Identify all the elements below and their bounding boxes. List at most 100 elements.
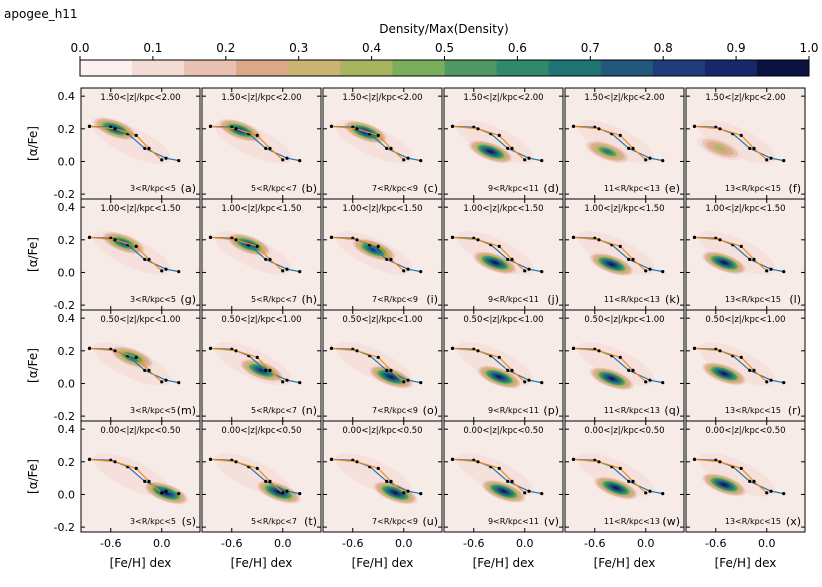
track-point	[298, 381, 302, 385]
track-point	[769, 267, 773, 271]
colorbar-tick-label: 0.7	[581, 41, 600, 55]
track-point	[648, 378, 652, 382]
colorbar-segment	[782, 60, 810, 76]
track-point	[255, 355, 259, 359]
r-range-label: 3<R/kpc<5	[130, 517, 176, 526]
x-tick-label: 0.0	[395, 537, 413, 550]
panel: 0.00<|z|/kpc<0.50 7<R/kpc<9 (u) -0.6 0.0 [Fe/…	[322, 420, 443, 570]
z-range-label: 0.00<|z|/kpc<0.50	[463, 426, 543, 436]
r-range-label: 9<R/kpc<11	[488, 184, 539, 193]
panel-label: (l)	[789, 293, 801, 306]
track-point	[540, 381, 544, 385]
track-point	[164, 156, 168, 160]
track-point	[147, 146, 151, 150]
panel-grid: 1.50<|z|/kpc<2.00 3<R/kpc<5 (a) 0.4 0.2 0.0 -0…	[26, 87, 806, 570]
panel-label: (e)	[665, 182, 680, 195]
track-point	[497, 133, 501, 137]
density-contour	[501, 490, 506, 493]
panel-label: (q)	[664, 404, 680, 417]
track-point	[571, 124, 576, 128]
track-point	[376, 355, 380, 359]
track-point	[739, 355, 743, 359]
panel-label: (c)	[423, 182, 438, 195]
z-range-label: 1.50<|z|/kpc<2.00	[342, 93, 422, 103]
x-tick-label: -0.6	[705, 537, 726, 550]
track-point	[406, 267, 410, 271]
track-point	[692, 457, 697, 461]
density-contour	[493, 261, 497, 264]
panel-label: (t)	[304, 515, 317, 528]
track-point	[255, 466, 259, 470]
panel-label: (s)	[182, 515, 196, 528]
track-point	[661, 270, 665, 274]
track-point	[268, 368, 272, 372]
colorbar-segment	[418, 60, 445, 76]
track-point	[540, 270, 544, 274]
track-point	[765, 380, 769, 384]
track-point	[160, 380, 164, 384]
panel: 1.00<|z|/kpc<1.50 5<R/kpc<7 (h)	[201, 198, 322, 311]
track-point	[234, 349, 238, 353]
density-contour	[614, 486, 618, 489]
track-point	[748, 368, 752, 372]
z-range-label: 0.00<|z|/kpc<0.50	[100, 426, 180, 436]
r-range-label: 5<R/kpc<7	[251, 184, 297, 193]
track-point	[644, 269, 648, 273]
track-point	[765, 491, 769, 495]
track-point	[644, 491, 648, 495]
z-range-label: 1.50<|z|/kpc<2.00	[221, 93, 301, 103]
colorbar-segment	[210, 60, 237, 76]
colorbar: 0.0 0.1 0.2 0.3 0.4 0.5 0.6 0.7 0.8 0.9 1.0	[70, 41, 819, 77]
track-point	[355, 349, 359, 353]
colorbar-segment	[340, 60, 367, 76]
colorbar-segment	[444, 60, 472, 76]
outer-track-line	[331, 347, 421, 384]
panel-frame	[201, 420, 322, 533]
track-point	[648, 489, 652, 493]
track-point	[661, 492, 665, 496]
panel-plot-area	[450, 231, 544, 275]
outer-track-line	[694, 236, 784, 273]
panel-plot-area	[692, 453, 786, 497]
colorbar-tick-label: 0.1	[143, 41, 162, 55]
track-point	[752, 146, 756, 150]
colorbar-segment	[730, 60, 758, 76]
track-point	[627, 479, 631, 483]
track-point	[385, 368, 389, 372]
track-point	[631, 368, 635, 372]
r-range-label: 11<R/kpc<13	[604, 295, 660, 304]
track-point	[631, 257, 635, 261]
y-tick-label: 0.0	[58, 377, 76, 390]
track-point	[385, 479, 389, 483]
panel-label: (n)	[301, 404, 317, 417]
track-point	[627, 368, 631, 372]
track-point	[113, 238, 117, 242]
panel: 0.00<|z|/kpc<0.50 5<R/kpc<7 (t) -0.6 0.0 [Fe/…	[201, 420, 322, 570]
track-point	[177, 381, 181, 385]
track-point	[782, 381, 786, 385]
track-point	[692, 235, 697, 239]
colorbar-segment	[262, 60, 289, 76]
track-point	[160, 491, 164, 495]
track-point	[497, 466, 501, 470]
panel-frame	[322, 420, 443, 533]
track-point	[752, 479, 756, 483]
panel-plot-area	[692, 120, 786, 164]
outer-track-line	[89, 236, 179, 273]
colorbar-segment	[314, 60, 341, 76]
density-halo	[698, 453, 776, 497]
track-point	[627, 146, 631, 150]
panel-label: (x)	[786, 515, 801, 528]
outer-track-line	[331, 125, 421, 162]
colorbar-segment	[574, 60, 602, 76]
track-point	[527, 156, 531, 160]
panel-plot-area	[571, 342, 665, 391]
track-point	[329, 346, 334, 350]
colorbar-segment	[522, 60, 550, 76]
track-point	[208, 124, 213, 128]
panel-label: (r)	[788, 404, 801, 417]
track-point	[648, 156, 652, 160]
outer-track-line	[573, 236, 663, 273]
track-point	[147, 479, 151, 483]
panel: 1.00<|z|/kpc<1.50 13<R/kpc<15 (l)	[685, 198, 806, 311]
